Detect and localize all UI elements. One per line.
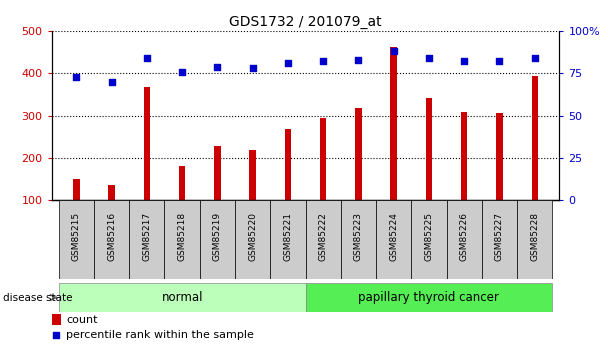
Text: GSM85215: GSM85215	[72, 212, 81, 261]
Bar	[271, 200, 305, 279]
Bar	[214, 146, 221, 242]
Bar	[165, 200, 200, 279]
Text: count: count	[66, 315, 97, 325]
Bar	[496, 114, 503, 242]
Text: GSM85219: GSM85219	[213, 212, 222, 261]
Bar	[306, 200, 340, 279]
Text: GSM85228: GSM85228	[530, 212, 539, 261]
Bar	[108, 185, 115, 242]
Point	[494, 59, 504, 64]
Point	[318, 59, 328, 64]
Text: disease state: disease state	[3, 293, 72, 303]
Point	[248, 66, 258, 71]
Point	[142, 55, 152, 61]
Bar	[143, 87, 150, 242]
Bar	[179, 166, 185, 242]
Text: GSM85221: GSM85221	[283, 212, 292, 261]
Text: GSM85225: GSM85225	[424, 212, 434, 261]
Text: GSM85226: GSM85226	[460, 212, 469, 261]
Bar	[531, 76, 538, 242]
Text: GSM85220: GSM85220	[248, 212, 257, 261]
Bar	[94, 200, 130, 279]
Bar	[482, 200, 517, 279]
Text: GSM85227: GSM85227	[495, 212, 504, 261]
Point	[424, 55, 434, 61]
Bar	[52, 314, 61, 325]
Bar	[306, 283, 552, 312]
Bar	[235, 200, 271, 279]
Bar	[59, 283, 306, 312]
Text: GSM85223: GSM85223	[354, 212, 363, 261]
Point	[283, 60, 293, 66]
Bar	[376, 200, 411, 279]
Point	[530, 55, 539, 61]
Text: papillary thyroid cancer: papillary thyroid cancer	[359, 291, 499, 304]
Point	[72, 74, 81, 79]
Bar	[355, 108, 362, 242]
Bar	[446, 200, 482, 279]
Bar	[249, 150, 256, 242]
Text: GSM85224: GSM85224	[389, 212, 398, 261]
Bar	[320, 118, 326, 242]
Text: GSM85217: GSM85217	[142, 212, 151, 261]
Bar	[461, 112, 468, 242]
Bar	[73, 179, 80, 242]
Bar	[200, 200, 235, 279]
Point	[389, 49, 398, 54]
Point	[342, 266, 352, 271]
Text: GSM85218: GSM85218	[178, 212, 187, 261]
Text: GSM85222: GSM85222	[319, 212, 328, 261]
Text: GSM85216: GSM85216	[107, 212, 116, 261]
Bar	[517, 200, 552, 279]
Bar	[59, 200, 94, 279]
Text: normal: normal	[161, 291, 203, 304]
Bar	[411, 200, 446, 279]
Point	[107, 79, 117, 85]
Bar	[130, 200, 165, 279]
Bar	[426, 98, 432, 242]
Bar	[340, 200, 376, 279]
Point	[353, 57, 363, 62]
Bar	[285, 129, 291, 242]
Point	[213, 64, 223, 69]
Bar	[390, 47, 397, 242]
Point	[178, 69, 187, 75]
Point	[459, 59, 469, 64]
Text: percentile rank within the sample: percentile rank within the sample	[66, 330, 254, 340]
Title: GDS1732 / 201079_at: GDS1732 / 201079_at	[229, 14, 382, 29]
